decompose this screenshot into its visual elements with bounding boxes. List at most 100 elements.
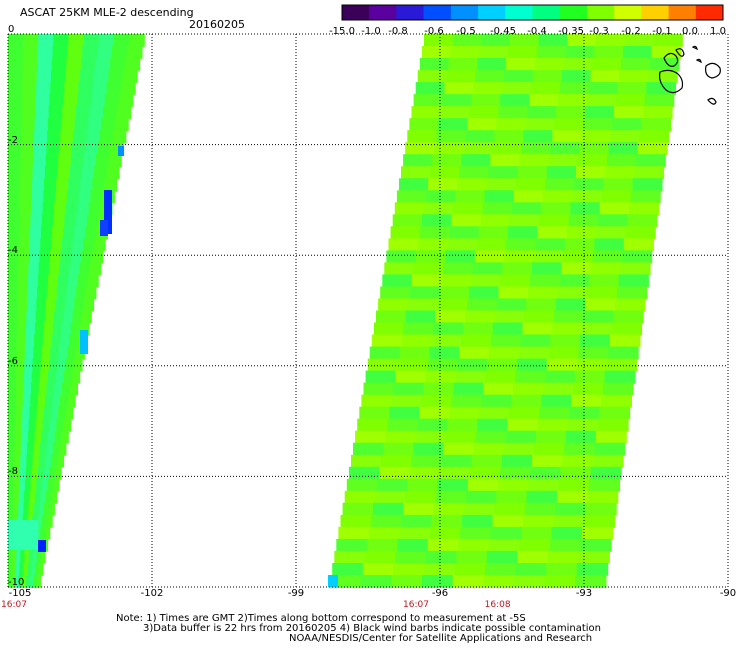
east-swath-cell [363,382,395,396]
east-swath-cell [469,106,499,119]
east-swath-cell [421,394,453,408]
west-swath-cell [20,550,26,564]
east-swath-cell [472,262,504,276]
west-swath-cell [24,478,32,492]
east-swath-cell [535,238,566,252]
east-swath-cell [439,286,470,300]
west-swath-cell [69,262,81,276]
west-swath-cell [21,130,35,143]
west-swath-cell [8,262,19,276]
west-swath-cell [41,478,49,492]
east-swath-cell [467,118,498,131]
east-swath-cell [456,550,488,564]
west-swath-cell [22,575,27,588]
east-swath-cell [353,442,384,456]
west-swath-cell [38,382,48,396]
west-swath-cell [57,454,65,468]
east-swath-cell [541,394,572,408]
east-swath-cell [651,46,682,59]
west-swath-cell [8,46,24,59]
east-swath-cell [434,142,465,155]
west-swath-cell [71,370,81,384]
west-swath-cell [26,310,37,324]
east-swath-cell [409,118,440,131]
east-swath-cell [383,442,415,456]
anomaly-cell [8,520,38,550]
west-swath-cell [36,550,42,564]
west-swath-cell [19,214,32,228]
west-swath-cell [56,178,69,192]
east-swath-cell [490,154,521,167]
west-swath-cell [13,466,21,480]
lat-label: -4 [8,245,18,257]
east-swath-cell [521,526,553,540]
east-swath-cell [461,334,492,348]
west-swath-cell [108,154,122,167]
west-swath-cell [24,358,34,372]
east-swath-cell [581,130,612,143]
west-swath-cell [82,46,98,59]
east-swath-cell [507,418,539,432]
colorbar-swatch [342,5,370,20]
east-swath-cell [336,538,368,552]
west-swath-cell [14,418,23,432]
colorbar-label: -0.2 [621,26,641,37]
west-swath-cell [34,563,40,576]
colorbar-label: -0.3 [589,26,609,37]
west-swath-cell [77,94,92,107]
east-swath-cell [590,262,622,276]
west-swath-cell [37,58,53,71]
west-swath-cell [15,563,21,576]
west-swath-cell [52,226,64,240]
west-swath-cell [21,418,30,432]
east-swath-cell [515,563,548,576]
west-swath-cell [67,394,76,408]
west-swath-cell [128,34,145,47]
west-swath-cell [43,466,51,480]
west-swath-cell [30,226,42,240]
east-swath-cell [523,130,554,143]
east-swath-cell [548,550,580,564]
time-label: 16:07 [403,600,429,610]
east-swath-cell [490,334,522,348]
east-swath-cell [618,274,649,288]
west-swath-cell [30,214,43,228]
west-swath-cell [49,502,55,516]
west-swath-cell [43,322,54,336]
east-swath-cell [407,130,438,143]
east-swath-cell [373,502,405,516]
west-swath-cell [13,490,20,504]
east-swath-cell [361,394,393,408]
lon-label: -90 [719,588,737,599]
east-swath-cell [523,514,555,528]
west-swath-cell [86,130,101,143]
east-swath-cell [439,466,471,480]
west-swath-cell [13,502,19,516]
east-swath-cell [348,466,380,480]
west-swath-cell [8,478,15,492]
east-swath-cell [415,250,447,264]
east-swath-cell [433,322,464,336]
west-swath-cell [79,262,91,276]
west-swath-cell [42,418,51,432]
west-swath-cell [42,202,55,216]
west-swath-cell [58,154,72,167]
east-swath-cell [371,334,403,348]
east-swath-cell [566,226,597,240]
east-swath-cell [533,442,565,456]
east-swath-cell [381,454,413,468]
east-swath-cell [594,238,625,252]
east-swath-cell [420,226,451,240]
east-swath-cell [386,250,417,264]
time-label: 16:08 [484,600,511,610]
east-swath-cell [612,118,642,131]
west-swath-cell [85,226,97,240]
east-swath-cell [627,214,658,228]
east-swath-cell [438,118,469,131]
west-swath-cell [60,394,69,408]
east-swath-cell [503,442,535,456]
colorbar-label: -0.4 [527,26,547,37]
east-swath-cell [504,250,535,264]
east-swath-cell [357,418,389,432]
west-swath-cell [8,94,23,107]
